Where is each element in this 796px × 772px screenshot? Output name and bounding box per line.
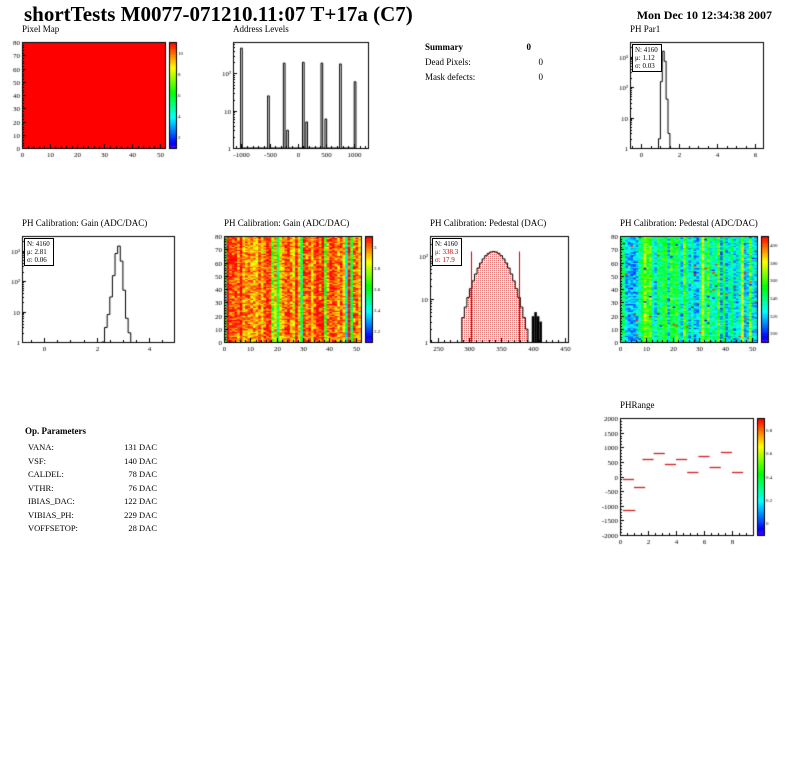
summary-row-dead-pixels: Dead Pixels: 0 xyxy=(425,57,543,67)
voffsetop-value: 28 DAC xyxy=(128,523,157,533)
pedestal-map-plot xyxy=(602,228,783,356)
page-title: shortTests M0077-071210.11:07 T+17a (C7) xyxy=(24,2,413,26)
vsf-value: 140 DAC xyxy=(124,455,157,466)
op-row-vibias-ph: VIBIAS_PH: 229 DAC xyxy=(25,509,157,523)
op-parameters-panel: Op. Parameters VANA: 131 DAC VSF: 140 DA… xyxy=(25,426,157,536)
gain-map-plot xyxy=(206,228,387,356)
op-row-voffsetop: VOFFSETOP: 28 DAC xyxy=(25,522,157,536)
pedestal-hist-stats-box: N: 4160 μ: 338.3 σ: 17.9 xyxy=(432,238,463,266)
op-parameters-title: Op. Parameters xyxy=(25,426,86,436)
summary-panel: Summary 0 Dead Pixels: 0 Mask defects: 0 xyxy=(425,42,543,87)
op-row-caldel: CALDEL: 78 DAC xyxy=(25,468,157,482)
pedestal-map-title: PH Calibration: Pedestal (ADC/DAC) xyxy=(620,218,758,228)
op-row-vsf: VSF: 140 DAC xyxy=(25,455,157,469)
gain-map-title: PH Calibration: Gain (ADC/DAC) xyxy=(224,218,350,228)
pixel-map-plot xyxy=(4,34,191,162)
dead-pixels-label: Dead Pixels: xyxy=(425,57,471,67)
phrange-plot xyxy=(598,410,779,549)
op-row-ibias-dac: IBIAS_DAC: 122 DAC xyxy=(25,495,157,509)
op-row-vthr: VTHR: 76 DAC xyxy=(25,482,157,496)
summary-row-mask-defects: Mask defects: 0 xyxy=(425,72,543,82)
pedestal-hist-entries: N: 4160 xyxy=(435,240,458,248)
vthr-label: VTHR: xyxy=(28,482,54,493)
gain-map-panel: PH Calibration: Gain (ADC/DAC) xyxy=(206,218,387,356)
gain-hist-title: PH Calibration: Gain (ADC/DAC) xyxy=(22,218,148,228)
caldel-value: 78 DAC xyxy=(128,469,157,479)
ibias-dac-value: 122 DAC xyxy=(124,496,157,506)
gain-hist-mean: μ: 2.81 xyxy=(27,248,47,256)
timestamp: Mon Dec 10 12:34:38 2007 xyxy=(636,8,772,22)
mask-defects-value: 0 xyxy=(538,72,544,82)
pedestal-hist-title: PH Calibration: Pedestal (DAC) xyxy=(430,218,547,228)
summary-title: Summary xyxy=(425,42,463,52)
summary-header: Summary 0 xyxy=(425,42,531,52)
ph-par1-sigma: σ: 0.03 xyxy=(635,62,655,70)
address-levels-panel: Address Levels xyxy=(215,24,376,162)
summary-value: 0 xyxy=(526,42,532,52)
phrange-title: PHRange xyxy=(620,400,655,410)
pedestal-hist-sigma: σ: 17.9 xyxy=(435,256,455,264)
address-levels-plot xyxy=(215,34,376,162)
vibias-ph-label: VIBIAS_PH: xyxy=(28,509,74,520)
ph-par1-title: PH Par1 xyxy=(630,24,661,34)
pedestal-hist-mean: μ: 338.3 xyxy=(435,248,459,256)
gain-hist-stats-box: N: 4160 μ: 2.81 σ: 0.06 xyxy=(24,238,54,266)
gain-hist-sigma: σ: 0.06 xyxy=(27,256,47,264)
vana-value: 131 DAC xyxy=(124,442,157,452)
ph-par1-mean: μ: 1.12 xyxy=(635,54,655,62)
mask-defects-label: Mask defects: xyxy=(425,72,476,82)
vsf-label: VSF: xyxy=(28,455,46,466)
phrange-panel: PHRange xyxy=(598,400,779,549)
ph-par1-stats-box: N: 4160 μ: 1.12 σ: 0.03 xyxy=(632,44,662,72)
ibias-dac-label: IBIAS_DAC: xyxy=(28,496,75,506)
address-levels-title: Address Levels xyxy=(233,24,289,34)
pedestal-hist-panel: PH Calibration: Pedestal (DAC) N: 4160 μ… xyxy=(410,218,576,356)
vibias-ph-value: 229 DAC xyxy=(124,509,157,520)
pedestal-map-panel: PH Calibration: Pedestal (ADC/DAC) xyxy=(602,218,783,356)
gain-hist-panel: PH Calibration: Gain (ADC/DAC) N: 4160 μ… xyxy=(4,218,182,356)
pixel-map-title: Pixel Map xyxy=(22,24,60,34)
vthr-value: 76 DAC xyxy=(128,482,157,493)
vana-label: VANA: xyxy=(28,442,54,452)
dead-pixels-value: 0 xyxy=(538,57,544,67)
op-row-vana: VANA: 131 DAC xyxy=(25,441,157,455)
gain-hist-entries: N: 4160 xyxy=(27,240,50,248)
ph-par1-panel: PH Par1 N: 4160 μ: 1.12 σ: 0.03 xyxy=(612,24,771,162)
ph-par1-entries: N: 4160 xyxy=(635,46,658,54)
voffsetop-label: VOFFSETOP: xyxy=(28,523,78,533)
pixel-map-panel: Pixel Map xyxy=(4,24,191,162)
caldel-label: CALDEL: xyxy=(28,469,64,479)
